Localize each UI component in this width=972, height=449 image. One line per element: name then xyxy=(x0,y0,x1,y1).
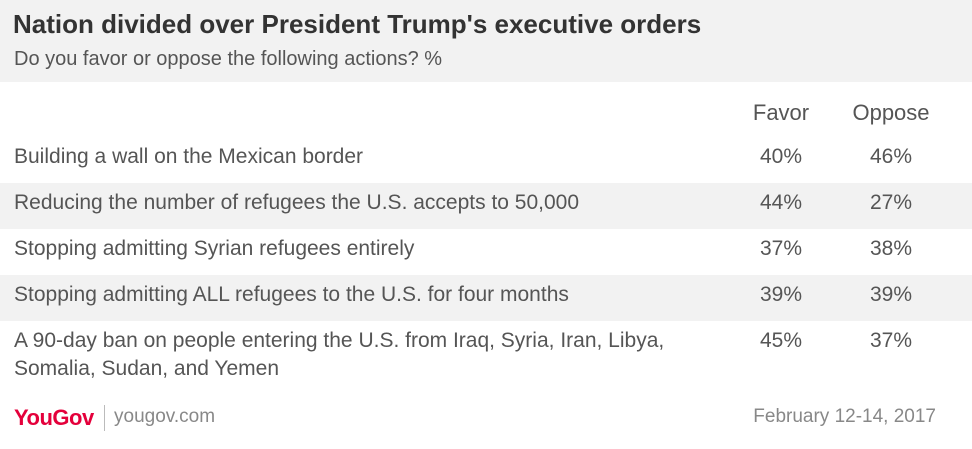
row-label: Building a wall on the Mexican border xyxy=(14,145,364,168)
row-label: Reducing the number of refugees the U.S.… xyxy=(14,191,580,214)
row-label: Stopping admitting Syrian refugees entir… xyxy=(14,237,415,260)
favor-value: 45% xyxy=(759,329,803,352)
oppose-value: 37% xyxy=(869,329,913,352)
oppose-value: 39% xyxy=(869,283,913,306)
favor-value: 37% xyxy=(759,237,803,260)
favor-value: 40% xyxy=(759,145,803,168)
survey-date: February 12-14, 2017 xyxy=(753,406,936,427)
oppose-value: 46% xyxy=(869,145,913,168)
table-row: A 90-day ban on people entering the U.S.… xyxy=(0,321,972,383)
row-label: A 90-day ban on people entering the U.S.… xyxy=(14,329,665,380)
oppose-value: 38% xyxy=(869,237,913,260)
site-link[interactable]: yougov.com xyxy=(114,406,216,427)
table-row: Stopping admitting ALL refugees to the U… xyxy=(0,275,972,321)
table-row: Reducing the number of refugees the U.S.… xyxy=(0,183,972,229)
header-band: Nation divided over President Trump's ex… xyxy=(0,0,972,82)
favor-value: 39% xyxy=(759,283,803,306)
chart-title: Nation divided over President Trump's ex… xyxy=(13,9,702,39)
column-header-oppose: Oppose xyxy=(852,100,930,125)
table-row: Building a wall on the Mexican border 40%… xyxy=(0,137,972,183)
favor-value: 44% xyxy=(759,191,803,214)
row-label: Stopping admitting ALL refugees to the U… xyxy=(14,283,569,306)
table-row: Stopping admitting Syrian refugees entir… xyxy=(0,229,972,275)
chart-subtitle: Do you favor or oppose the following act… xyxy=(14,48,443,70)
footer-divider xyxy=(104,405,105,431)
results-table: Building a wall on the Mexican border 40%… xyxy=(0,137,972,383)
yougov-logo: YouGov xyxy=(14,405,94,430)
footer: YouGov yougov.com February 12-14, 2017 xyxy=(0,400,972,440)
oppose-value: 27% xyxy=(869,191,913,214)
column-header-favor: Favor xyxy=(752,100,810,125)
